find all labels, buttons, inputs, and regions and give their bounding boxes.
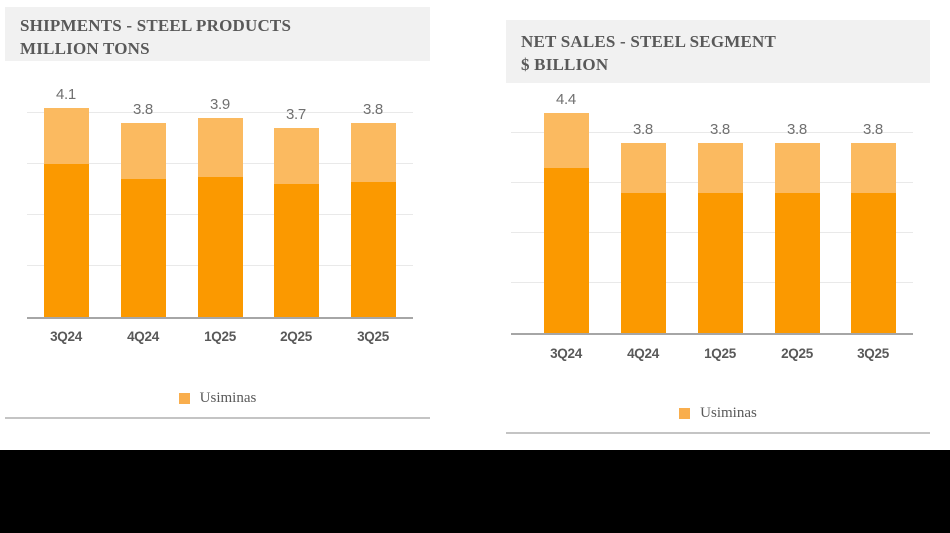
bar-upper-segment [543,113,589,168]
bar-value-label: 3.8 [633,121,653,138]
bar-upper-segment [350,123,396,182]
bar-value-label: 3.8 [863,121,883,138]
x-axis-tick-label: 3Q24 [550,346,582,361]
stacked-bar-4q24 [620,143,666,333]
stacked-bar-2q25 [774,143,820,333]
legend-swatch-icon [178,393,190,404]
footer-bar [0,450,950,533]
stacked-bar-3q24 [43,107,89,317]
net-sales-legend: Usiminas [506,405,930,422]
shipments-chart-title: SHIPMENTS - STEEL PRODUCTS MILLION TONS [5,7,430,61]
bar-value-label: 3.8 [133,101,153,119]
bar-upper-segment [697,143,743,193]
x-axis-tick-label: 3Q25 [357,329,389,344]
bar-value-label: 4.1 [56,85,76,103]
net-sales-chart-card: NET SALES - STEEL SEGMENT $ BILLION 4.4 3… [506,20,930,434]
x-axis-tick-label: 3Q25 [857,346,889,361]
bar-value-label: 3.8 [787,121,807,138]
bar-value-label: 3.9 [210,96,230,114]
bar-upper-segment [774,143,820,193]
bar-upper-segment [197,118,243,177]
x-axis-tick-label: 4Q24 [127,329,159,344]
legend-swatch-icon [679,408,691,419]
bar-lower-segment [620,193,666,333]
shipments-plot-area: 4.1 3.8 3.9 3.7 3.8 [27,86,413,319]
x-axis-tick-label: 1Q25 [704,346,736,361]
bar-upper-segment [120,123,166,180]
legend-label: Usiminas [700,405,757,421]
bar-lower-segment [43,164,89,317]
chart-title-line2: $ BILLION [521,55,609,74]
x-axis-tick-label: 2Q25 [781,346,813,361]
stacked-bar-4q24 [120,123,166,317]
shipments-legend: Usiminas [5,390,430,407]
bar-lower-segment [697,193,743,333]
stacked-bar-3q25 [850,143,896,333]
bar-value-label: 3.7 [286,106,306,124]
bar-upper-segment [620,143,666,193]
chart-title-line2: MILLION TONS [20,39,150,58]
net-sales-plot-area: 4.4 3.8 3.8 3.8 3.8 [511,91,913,335]
bar-upper-segment [850,143,896,193]
bar-upper-segment [43,107,89,164]
stacked-bar-2q25 [273,128,319,317]
legend-label: Usiminas [199,390,257,406]
x-axis-tick-label: 4Q24 [627,346,659,361]
stacked-bar-3q24 [543,113,589,333]
shipments-x-axis-labels: 3Q24 4Q24 1Q25 2Q25 3Q25 [27,329,413,349]
gridline [27,112,413,113]
bar-upper-segment [273,128,319,185]
net-sales-x-axis-labels: 3Q24 4Q24 1Q25 2Q25 3Q25 [511,346,913,366]
bar-value-label: 3.8 [710,121,730,138]
x-axis-tick-label: 1Q25 [204,329,236,344]
shipments-chart-card: SHIPMENTS - STEEL PRODUCTS MILLION TONS … [5,7,430,419]
bar-lower-segment [774,193,820,333]
bar-lower-segment [850,193,896,333]
bar-lower-segment [273,184,319,317]
x-axis-tick-label: 3Q24 [50,329,82,344]
x-axis-tick-label: 2Q25 [280,329,312,344]
gridline [511,132,913,133]
card-bottom-divider [506,432,930,434]
card-bottom-divider [5,417,430,419]
chart-title-line1: SHIPMENTS - STEEL PRODUCTS [20,16,292,35]
bar-value-label: 4.4 [556,91,576,108]
bar-lower-segment [543,168,589,333]
bar-lower-segment [197,176,243,317]
chart-title-line1: NET SALES - STEEL SEGMENT [521,32,777,51]
stacked-bar-3q25 [350,123,396,317]
stacked-bar-1q25 [697,143,743,333]
stacked-bar-1q25 [197,118,243,317]
bar-value-label: 3.8 [363,101,383,119]
bar-lower-segment [120,179,166,317]
net-sales-chart-title: NET SALES - STEEL SEGMENT $ BILLION [506,20,930,83]
bar-lower-segment [350,181,396,317]
